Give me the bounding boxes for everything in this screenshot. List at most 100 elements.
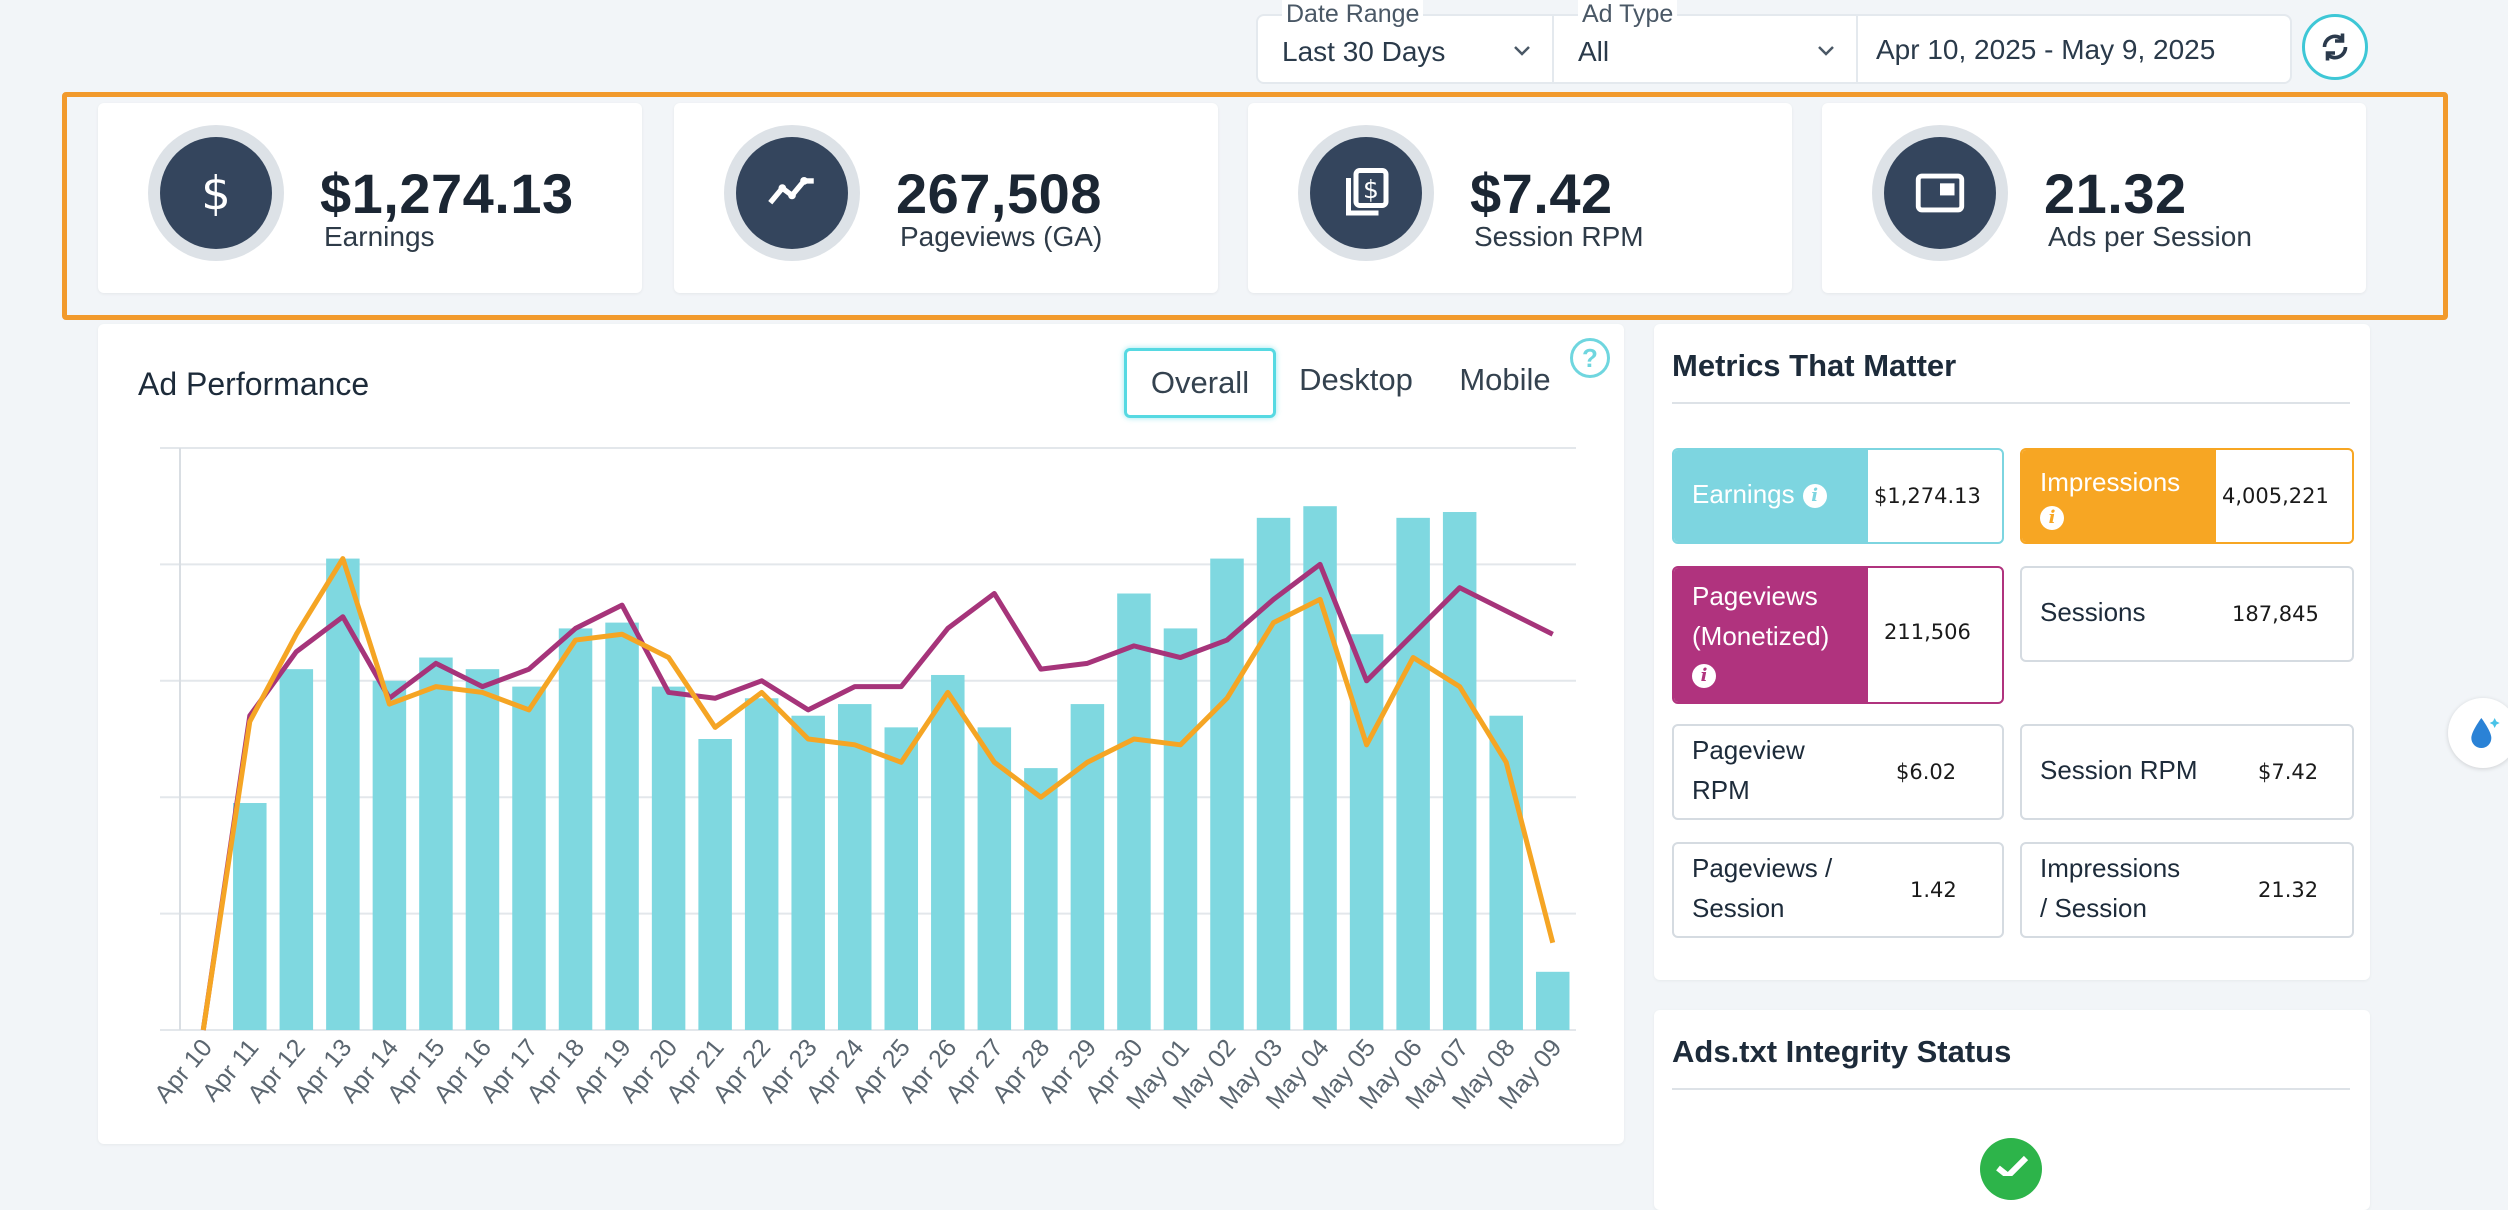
metric-value: 187,845 [2232, 602, 2319, 626]
metric-sessions: Sessions 187,845 [2020, 566, 2354, 662]
bar-earnings [558, 628, 593, 1030]
tab-mobile[interactable]: Mobile [1459, 362, 1551, 397]
metric-label: Session RPM [2040, 755, 2198, 785]
info-icon[interactable]: i [1692, 664, 1716, 688]
date-range-select[interactable]: Date Range Last 30 Days [1256, 0, 1554, 84]
ad-type-select[interactable]: Ad Type All [1552, 0, 1858, 84]
series-line-impressions [200, 556, 1556, 1031]
kpi-icon-ring: $ [148, 125, 284, 261]
metrics-divider [1672, 402, 2350, 404]
metric-label: Sessions [2040, 597, 2146, 627]
kpi-label: Ads per Session [2048, 221, 2252, 252]
metric-label-line1: Impressions [2040, 853, 2181, 883]
bar-earnings [1396, 517, 1430, 1030]
date-span-input[interactable]: Apr 10, 2025 - May 9, 2025 [1856, 14, 2292, 84]
bar-earnings [372, 680, 407, 1030]
metric-value: $6.02 [1896, 760, 1957, 784]
assistant-widget-button[interactable] [2448, 698, 2508, 768]
metric-value: $1,274.13 [1874, 484, 1981, 508]
tab-desktop[interactable]: Desktop [1299, 362, 1413, 397]
kpi-label: Earnings [324, 221, 435, 252]
metric-label: Earnings [1692, 479, 1795, 509]
chevron-down-icon [1818, 46, 1834, 56]
kpi-icon-ring: $ [1298, 125, 1434, 261]
metric-value: 1.42 [1910, 878, 1957, 902]
info-icon[interactable]: i [2040, 506, 2064, 530]
refresh-button[interactable] [2302, 14, 2368, 80]
bar-earnings [1303, 506, 1337, 1030]
metric-pageviews-monetized: Pageviews (Monetized) i 211,506 [1672, 566, 2004, 704]
metric-label-line2: Session [1692, 893, 1785, 923]
date-span-value: Apr 10, 2025 - May 9, 2025 [1876, 34, 2216, 65]
refresh-icon [2322, 33, 2348, 61]
metric-impressions: Impressions i 4,005,221 [2020, 448, 2354, 544]
series-line-pageviews-monetized- [200, 561, 1554, 1031]
metric-session-rpm: Session RPM $7.42 [2020, 724, 2354, 820]
metric-label-line2: RPM [1692, 775, 1750, 805]
date-range-label: Date Range [1282, 0, 1424, 29]
kpi-value: 21.32 [2044, 162, 2187, 225]
bar-earnings [1024, 768, 1058, 1030]
bar-earnings [512, 686, 546, 1030]
dollar-icon: $ [201, 167, 231, 221]
bar-earnings [326, 558, 360, 1030]
kpi-card-session-rpm: $ $7.42 Session RPM [1248, 103, 1792, 293]
bar-earnings [1256, 517, 1291, 1030]
ad-type-label: Ad Type [1578, 0, 1678, 29]
water-drop-icon [2471, 718, 2500, 748]
bar-earnings [744, 698, 779, 1030]
ad-performance-title: Ad Performance [138, 366, 370, 402]
tab-overall[interactable]: Overall [1124, 348, 1276, 418]
check-circle-icon [1980, 1138, 2042, 1200]
metric-label: Impressions [2040, 467, 2181, 497]
ads-txt-title: Ads.txt Integrity Status [1672, 1034, 2012, 1069]
bar-earnings [465, 669, 500, 1030]
money-stack-icon: $ [1346, 168, 1389, 216]
bar-earnings [884, 727, 919, 1030]
bar-earnings [279, 669, 314, 1030]
bar-earnings [791, 715, 825, 1030]
bar-earnings [233, 803, 267, 1030]
ads-txt-divider [1672, 1088, 2350, 1090]
kpi-card-earnings: $ $1,274.13 Earnings [98, 103, 642, 293]
svg-text:$: $ [201, 167, 231, 221]
ad-type-value: All [1578, 36, 1610, 67]
date-range-value: Last 30 Days [1282, 36, 1446, 67]
bar-earnings [1117, 593, 1151, 1030]
metric-label-line2: / Session [2040, 893, 2147, 923]
kpi-card-ads-per-session: 21.32 Ads per Session [1822, 103, 2366, 293]
kpi-value: $7.42 [1470, 162, 1613, 225]
kpi-icon-ring [1872, 125, 2008, 261]
metric-label-line1: Pageviews [1692, 581, 1818, 611]
kpi-card-pageviews: 267,508 Pageviews (GA) [674, 103, 1218, 293]
ad-window-icon [1915, 173, 1965, 213]
bar-earnings [931, 674, 965, 1030]
metric-label-line2: (Monetized) [1692, 621, 1830, 651]
metrics-title: Metrics That Matter [1672, 348, 1957, 383]
help-icon[interactable]: ? [1570, 338, 1610, 378]
info-icon[interactable]: i [1802, 484, 1827, 509]
metric-earnings: Earnings i $1,274.13 [1672, 448, 2004, 544]
bar-earnings [605, 622, 639, 1030]
bar-earnings [1070, 704, 1105, 1030]
kpi-value: $1,274.13 [320, 162, 574, 225]
metric-pageviews-per-session: Pageviews / Session 1.42 [1672, 842, 2004, 938]
kpi-highlight-frame [62, 92, 2448, 320]
bar-earnings [1535, 971, 1570, 1030]
bar-earnings [1163, 628, 1198, 1030]
bar-earnings [1349, 634, 1384, 1030]
metric-earnings-swatch [1674, 450, 1868, 542]
metric-pageview-rpm: Pageview RPM $6.02 [1672, 724, 2004, 820]
metric-impressions-per-session: Impressions / Session 21.32 [2020, 842, 2354, 938]
trend-line-icon [768, 177, 814, 205]
bar-earnings [419, 657, 453, 1030]
bar-earnings [651, 686, 686, 1030]
metric-value: $7.42 [2258, 760, 2319, 784]
bar-earnings [977, 727, 1012, 1030]
bar-earnings [837, 704, 872, 1030]
kpi-label: Session RPM [1474, 221, 1644, 252]
kpi-label: Pageviews (GA) [900, 221, 1103, 252]
kpi-value: 267,508 [896, 162, 1102, 225]
metric-value: 4,005,221 [2222, 484, 2329, 508]
